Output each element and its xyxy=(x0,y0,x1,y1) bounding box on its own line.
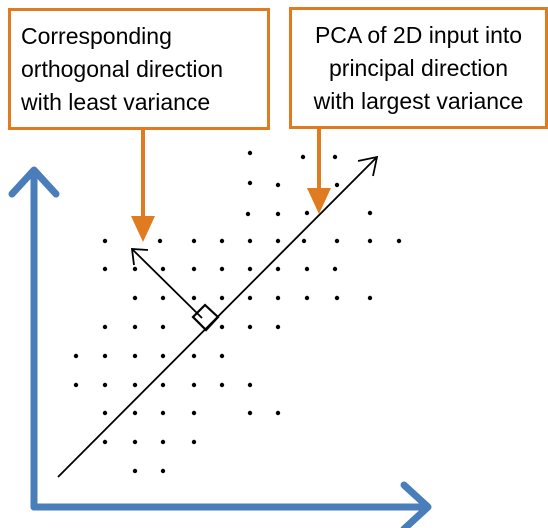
data-point xyxy=(160,266,166,272)
data-point xyxy=(247,324,253,330)
data-point xyxy=(132,382,138,388)
data-point xyxy=(132,295,138,301)
data-point xyxy=(300,154,306,160)
largest-variance-callout-box: PCA of 2D input into principal direction… xyxy=(289,7,548,129)
data-point xyxy=(102,238,108,244)
data-point xyxy=(334,182,340,188)
data-point xyxy=(275,211,281,217)
data-point xyxy=(275,410,281,416)
data-point xyxy=(219,295,225,301)
data-point xyxy=(102,353,108,359)
principal-direction-arrowhead xyxy=(357,155,379,177)
data-point xyxy=(304,266,310,272)
data-point xyxy=(160,295,166,301)
data-point xyxy=(275,266,281,272)
data-point xyxy=(191,439,197,445)
left-callout-arrowhead xyxy=(131,216,155,242)
data-point xyxy=(102,439,108,445)
least-variance-callout-box: Corresponding orthogonal direction with … xyxy=(8,8,270,130)
data-point xyxy=(132,468,138,474)
data-point xyxy=(102,410,108,416)
largest-variance-label-line-2: principal direction xyxy=(329,55,508,81)
data-point xyxy=(275,182,281,188)
least-variance-label-line-3: with least variance xyxy=(21,89,211,115)
data-point xyxy=(219,353,225,359)
data-point xyxy=(247,180,253,186)
data-point xyxy=(191,410,197,416)
data-point xyxy=(219,324,225,330)
data-point xyxy=(304,295,310,301)
data-point xyxy=(191,295,197,301)
data-point xyxy=(160,382,166,388)
data-point xyxy=(334,295,340,301)
data-point xyxy=(332,266,338,272)
data-point xyxy=(367,210,373,216)
x-axis-arrowhead xyxy=(400,481,432,528)
data-point xyxy=(247,238,253,244)
data-point xyxy=(247,150,253,156)
data-point xyxy=(73,353,79,359)
orthogonal-direction-line xyxy=(131,248,203,319)
data-point xyxy=(332,154,338,160)
orthogonal-direction-arrowhead xyxy=(130,248,149,266)
data-point xyxy=(247,266,253,272)
data-point xyxy=(219,382,225,388)
largest-variance-label-line-3: with largest variance xyxy=(313,88,524,114)
data-point xyxy=(219,238,225,244)
data-points xyxy=(73,150,402,474)
data-point xyxy=(132,266,138,272)
data-point xyxy=(301,238,307,244)
data-point xyxy=(247,295,253,301)
data-point xyxy=(157,238,163,244)
data-point xyxy=(247,410,253,416)
y-axis-arrowhead xyxy=(8,166,60,198)
data-point xyxy=(132,353,138,359)
data-point xyxy=(191,353,197,359)
data-point xyxy=(367,238,373,244)
data-point xyxy=(247,382,253,388)
least-variance-label-line-1: Corresponding xyxy=(21,23,172,49)
data-point xyxy=(396,238,402,244)
data-point xyxy=(191,382,197,388)
data-point xyxy=(245,211,251,217)
data-point xyxy=(275,238,281,244)
data-point xyxy=(132,324,138,330)
data-point xyxy=(160,439,166,445)
data-point xyxy=(73,382,79,388)
data-point xyxy=(132,410,138,416)
data-point xyxy=(102,266,108,272)
data-point xyxy=(132,439,138,445)
right-angle-icon xyxy=(191,303,220,332)
largest-variance-label-line-1: PCA of 2D input into xyxy=(314,22,523,48)
data-point xyxy=(334,238,340,244)
least-variance-label-line-2: orthogonal direction xyxy=(21,56,224,82)
data-point xyxy=(160,468,166,474)
data-point xyxy=(219,266,225,272)
data-point xyxy=(160,410,166,416)
data-point xyxy=(367,295,373,301)
data-point xyxy=(275,295,281,301)
right-callout-arrowhead xyxy=(307,188,331,214)
data-point xyxy=(160,353,166,359)
data-point xyxy=(304,210,310,216)
data-point xyxy=(191,238,197,244)
data-point xyxy=(160,324,166,330)
data-point xyxy=(275,324,281,330)
data-point xyxy=(191,266,197,272)
data-point xyxy=(102,324,108,330)
data-point xyxy=(102,382,108,388)
